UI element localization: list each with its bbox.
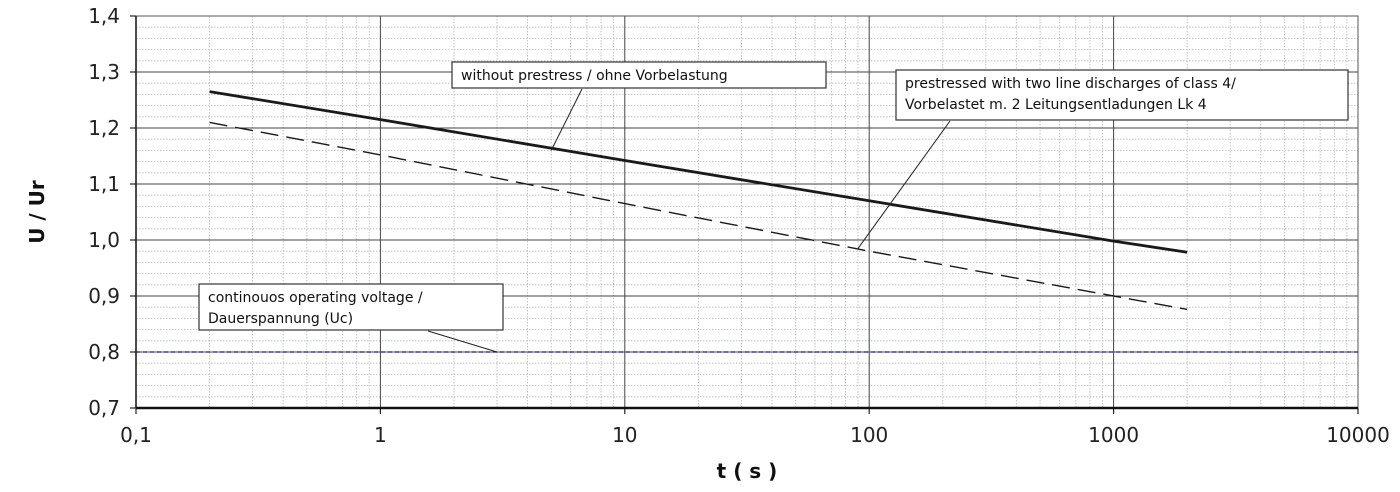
axes-layer	[135, 16, 1358, 410]
x-tick-label: 1000	[1088, 423, 1139, 447]
ann-continuous-leader	[427, 330, 498, 353]
x-axis-title: t ( s )	[717, 459, 778, 483]
ann-prestressed-box	[895, 69, 1349, 121]
ann-continuous-text-line: Dauerspannung (Uc)	[208, 311, 353, 327]
ann-without-box	[451, 61, 827, 89]
ann-prestressed-text-line: Vorbelastet m. 2 Leitungsentladungen Lk …	[905, 97, 1207, 113]
y-tick-label: 1,0	[88, 228, 120, 252]
x-tick-label: 10	[612, 423, 637, 447]
x-tick-label: 0,1	[120, 423, 152, 447]
series-line-2	[209, 121, 1188, 311]
ann-without-leader	[550, 88, 583, 151]
series-layer	[136, 90, 1358, 353]
x-tick-label: 10000	[1326, 423, 1390, 447]
y-tick-label: 1,2	[88, 116, 120, 140]
ann-prestressed-text-line: prestressed with two line discharges of …	[905, 76, 1236, 92]
tick-labels: 0,1 1 10 100 1000 10000 0,7 0,8 0,9 1,0 1,1 1,2 1,3 1…	[88, 4, 1390, 447]
minor-grid	[136, 16, 1358, 408]
ann-without-text-line: without prestress / ohne Vorbelastung	[461, 68, 728, 84]
y-tick-label: 1,4	[88, 4, 120, 28]
y-axis-title: U / Ur	[25, 180, 49, 244]
y-tick-label: 0,8	[88, 340, 120, 364]
ann-continuous-box	[198, 283, 504, 331]
x-tick-label: 1	[374, 423, 387, 447]
x-tick-label: 100	[850, 423, 888, 447]
ann-continuous-text-line: continouos operating voltage /	[208, 290, 423, 306]
ann-prestressed-leader	[857, 120, 951, 249]
series-line-1	[209, 90, 1188, 254]
y-tick-label: 1,1	[88, 172, 120, 196]
y-tick-label: 0,9	[88, 284, 120, 308]
annotations: without prestress / ohne Vorbelastung pre…	[198, 61, 1349, 353]
y-tick-label: 0,7	[88, 396, 120, 420]
y-tick-label: 1,3	[88, 60, 120, 84]
